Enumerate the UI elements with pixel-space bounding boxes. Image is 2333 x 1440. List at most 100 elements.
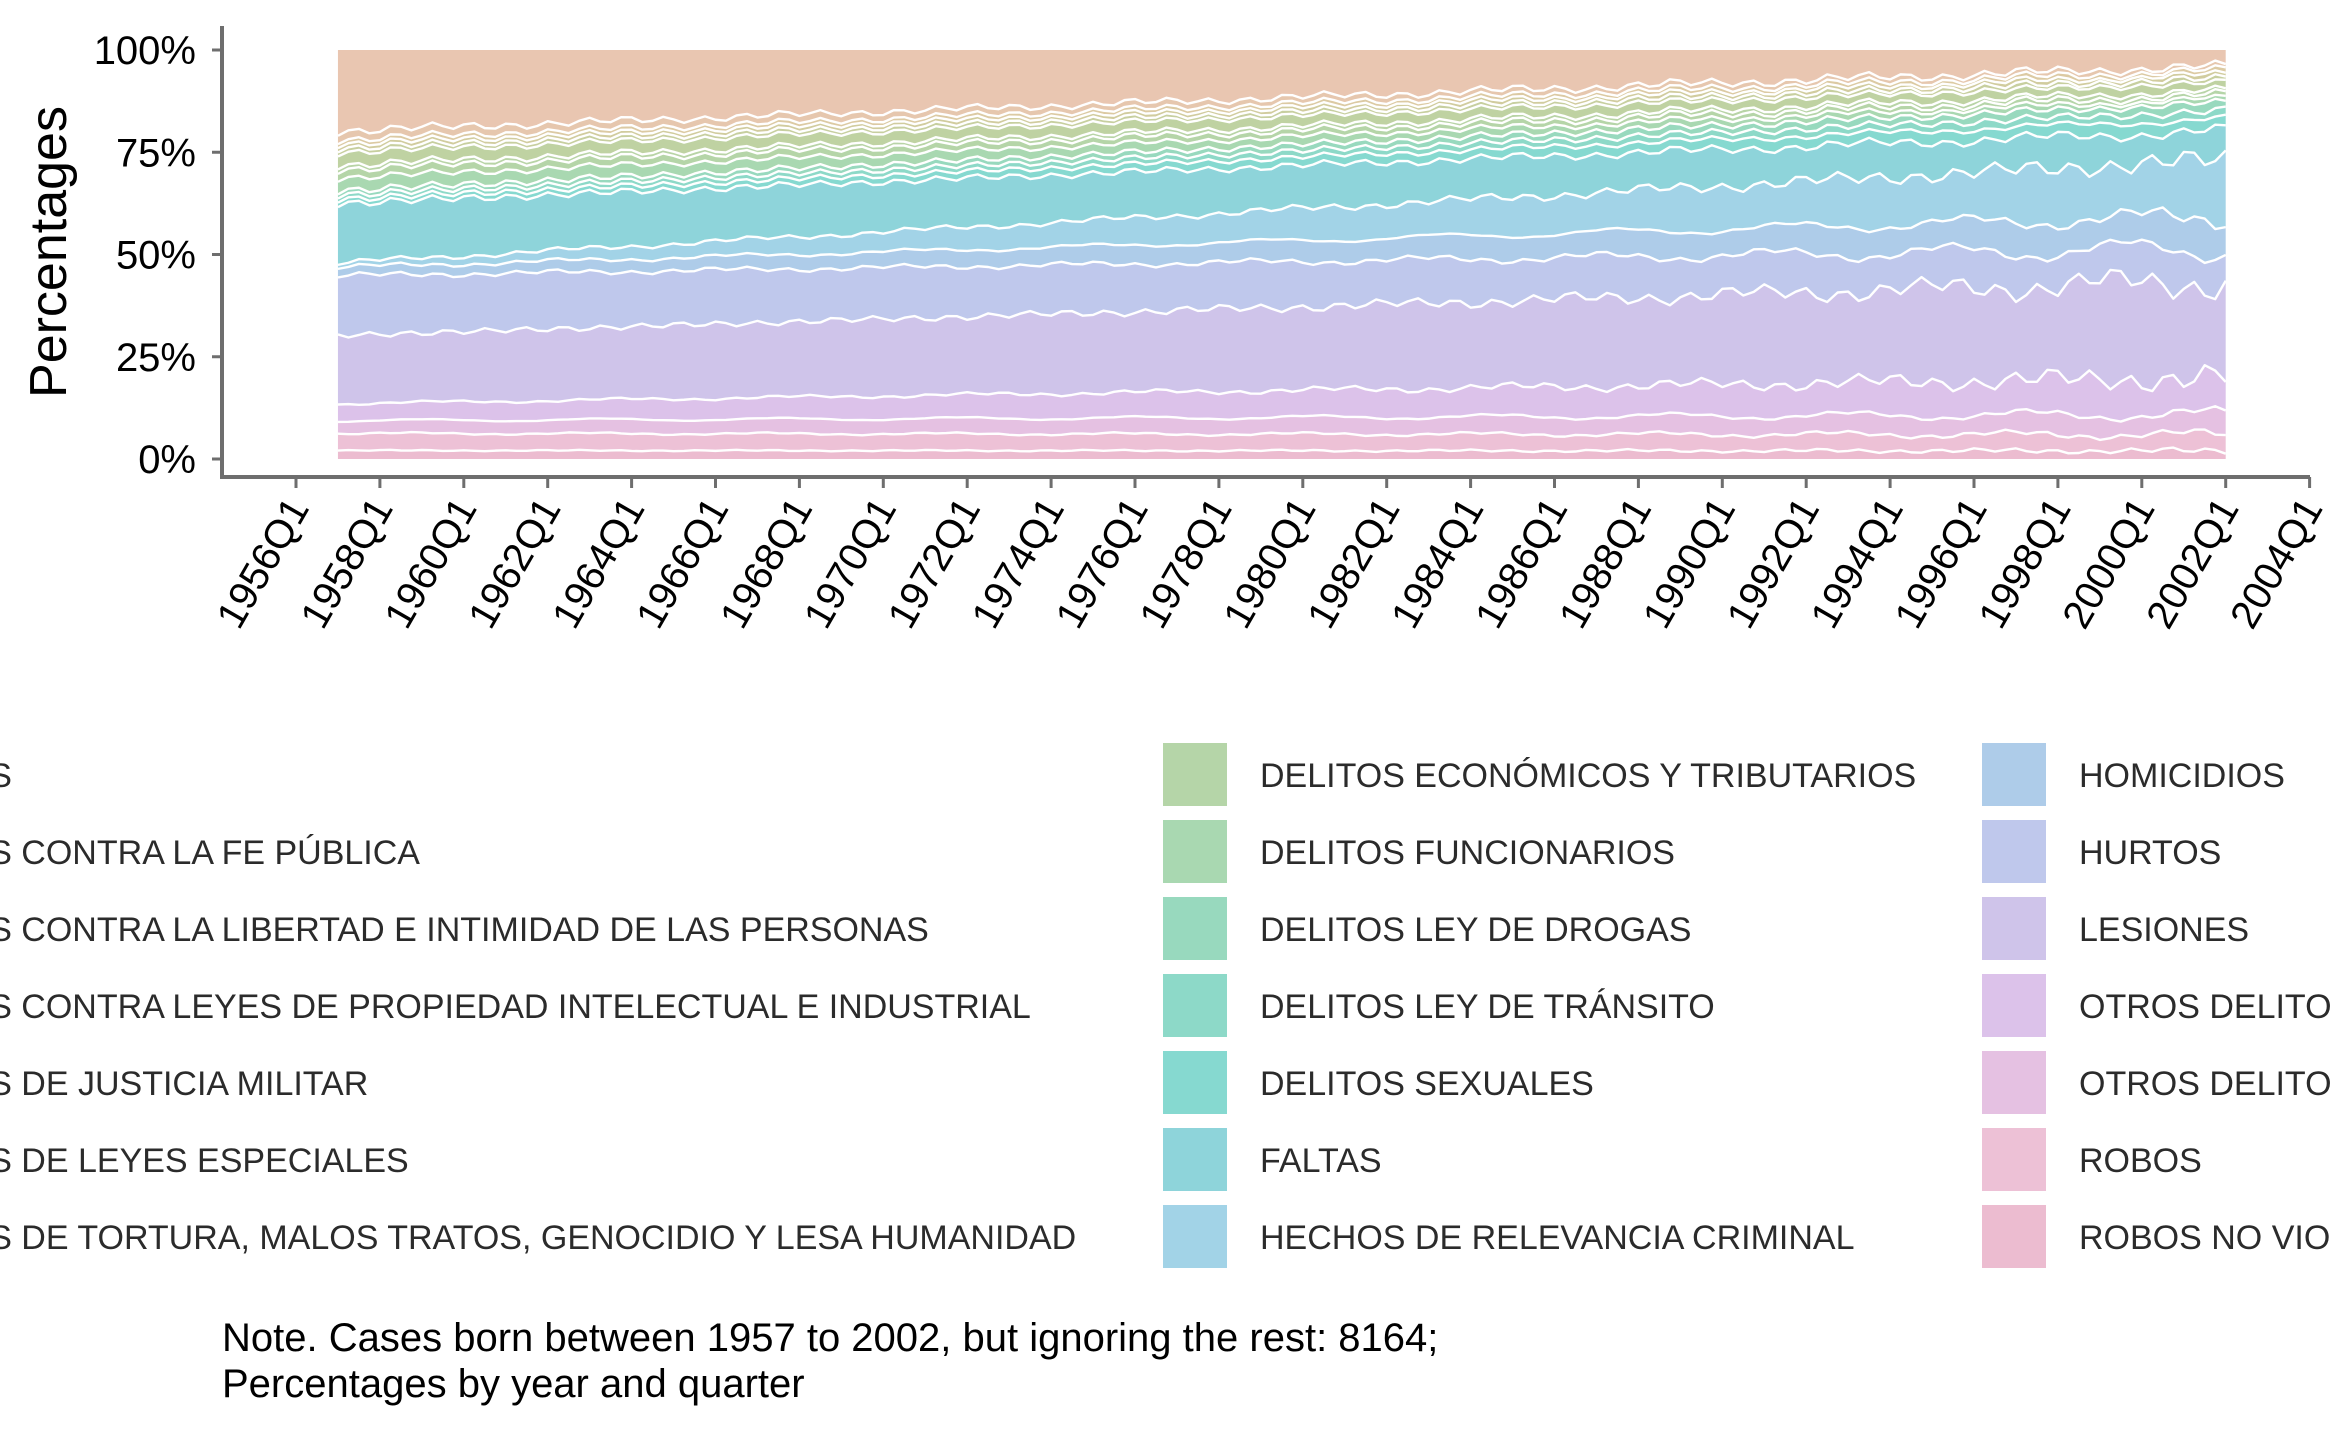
legend-label: DELITOS LEY DE TRÁNSITO [1260,988,1715,1026]
area-series [337,239,2226,338]
legend-entry: DELITOS ECONÓMICOS Y TRIBUTARIOS [1163,743,1916,806]
area-series [337,74,2226,157]
note-line-1: Note. Cases born between 1957 to 2002, b… [222,1316,1439,1360]
area-boundary [337,69,2226,150]
area-boundary [337,268,2227,339]
legend-label: DELITOS CONTRA LEYES DE PROPIEDAD INTELE… [0,988,1031,1026]
legend-swatch [1982,897,2046,960]
area-boundary [337,123,2226,209]
area-boundary [337,87,2226,176]
legend-label: ROBOS [2079,1142,2202,1180]
y-axis-title: Percentages [20,106,78,398]
legend-label: DELITOS LEY DE DROGAS [1260,911,1691,949]
area-series [337,429,2226,454]
area-boundary [337,93,2226,183]
chart-note: Note. Cases born between 1957 to 2002, b… [222,1315,1438,1407]
legend-entry: FALTAS [1163,1128,1382,1191]
legend-entry: DELITOS [0,757,12,795]
y-tick-label: 100% [94,29,196,73]
legend-label: HURTOS [2079,834,2221,872]
legend-label: DELITOS DE LEYES ESPECIALES [0,1142,409,1180]
area-boundary [337,59,2227,137]
legend-label: OTROS DELITOS [2079,988,2333,1026]
legend-label: ROBOS NO VIOLENTOS [2079,1219,2333,1257]
legend-label: DELITOS ECONÓMICOS Y TRIBUTARIOS [1260,757,1916,795]
legend-swatch [1163,1051,1227,1114]
note-line-2: Percentages by year and quarter [222,1362,805,1406]
legend-swatch [1163,974,1227,1037]
y-tick-label: 0% [138,438,196,482]
legend-label: HOMICIDIOS [2079,757,2285,795]
area-boundary [337,446,2227,455]
area-boundary [337,78,2226,158]
area-boundary [337,97,2226,196]
x-axis-ticks: 1956Q11958Q11960Q11962Q11964Q11966Q11968… [209,477,2331,636]
legend-entry: OTROS DELITOS [1982,974,2333,1037]
legend-swatch [1163,1128,1227,1191]
area-series [337,79,2226,170]
area-series [337,124,2226,265]
legend-label: DELITOS DE TORTURA, MALOS TRATOS, GENOCI… [0,1219,1076,1257]
legend-entry: DELITOS CONTRA LA FE PÚBLICA [0,834,420,872]
y-tick-label: 25% [116,336,196,380]
legend-entry: DELITOS FUNCIONARIOS [1163,820,1675,883]
legend-swatch [1163,1205,1227,1268]
legend-label: DELITOS CONTRA LA FE PÚBLICA [0,834,420,872]
area-boundary [337,84,2226,171]
legend-swatch [1982,1205,2046,1268]
legend-entry: DELITOS LEY DE TRÁNSITO [1163,974,1715,1037]
legend-swatch [1163,897,1227,960]
legend: DELITOS DELITOS CONTRA LA FE PÚBLICA DELIT… [0,743,2333,1268]
legend-entry: DELITOS DE LEYES ESPECIALES [0,1142,409,1180]
legend-label: DELITOS SEXUALES [1260,1065,1594,1103]
legend-entry: HURTOS [1982,820,2221,883]
legend-entry: ROBOS NO VIOLENTOS [1982,1205,2333,1268]
legend-label: DELITOS [0,757,12,795]
area-boundary [337,113,2226,204]
legend-label: DELITOS FUNCIONARIOS [1260,834,1675,872]
legend-swatch [1982,974,2046,1037]
legend-entry: HOMICIDIOS [1982,743,2285,806]
legend-entry: DELITOS DE JUSTICIA MILITAR [0,1065,368,1103]
legend-entry: DELITOS CONTRA LA LIBERTAD E INTIMIDAD D… [0,911,929,949]
area-boundary [337,64,2226,146]
area-boundary [337,149,2227,267]
legend-swatch [1982,1128,2046,1191]
y-axis-ticks: 0% 25% 50% 75% 100% [94,29,222,482]
y-tick-label: 50% [116,234,196,278]
area-series [337,406,2226,440]
area-boundary [337,206,2226,271]
area-boundary [337,364,2227,407]
area-series [337,207,2226,278]
legend-entry: HECHOS DE RELEVANCIA CRIMINAL [1163,1205,1855,1268]
area-boundary [337,73,2226,154]
area-series [337,94,2226,195]
legend-entry: LESIONES [1982,897,2249,960]
area-series [337,365,2226,422]
area-boundary [337,428,2226,442]
legend-label: FALTAS [1260,1142,1382,1180]
legend-label: LESIONES [2079,911,2249,949]
legend-entry: DELITOS LEY DE DROGAS [1163,897,1691,960]
legend-label: HECHOS DE RELEVANCIA CRIMINAL [1260,1219,1855,1257]
legend-swatch [1982,820,2046,883]
area-boundary [337,105,2226,200]
series-separators [337,59,2227,455]
area-series [337,269,2226,405]
y-tick-label: 75% [116,131,196,175]
legend-swatch [1982,743,2046,806]
area-boundary [337,405,2227,424]
legend-entry: ROBOS [1982,1128,2202,1191]
legend-entry: DELITOS DE TORTURA, MALOS TRATOS, GENOCI… [0,1219,1076,1257]
legend-entry: DELITOS SEXUALES [1163,1051,1594,1114]
area-boundary [337,238,2227,279]
legend-label: DELITOS CONTRA LA LIBERTAD E INTIMIDAD D… [0,911,929,949]
legend-label: DELITOS DE JUSTICIA MILITAR [0,1065,368,1103]
legend-label: OTROS DELITOS [2079,1065,2333,1103]
legend-entry: DELITOS CONTRA LEYES DE PROPIEDAD INTELE… [0,988,1031,1026]
legend-swatch [1163,743,1227,806]
area-series [337,106,2226,203]
legend-swatch [1982,1051,2046,1114]
legend-entry: OTROS DELITOS [1982,1051,2333,1114]
legend-swatch [1163,820,1227,883]
